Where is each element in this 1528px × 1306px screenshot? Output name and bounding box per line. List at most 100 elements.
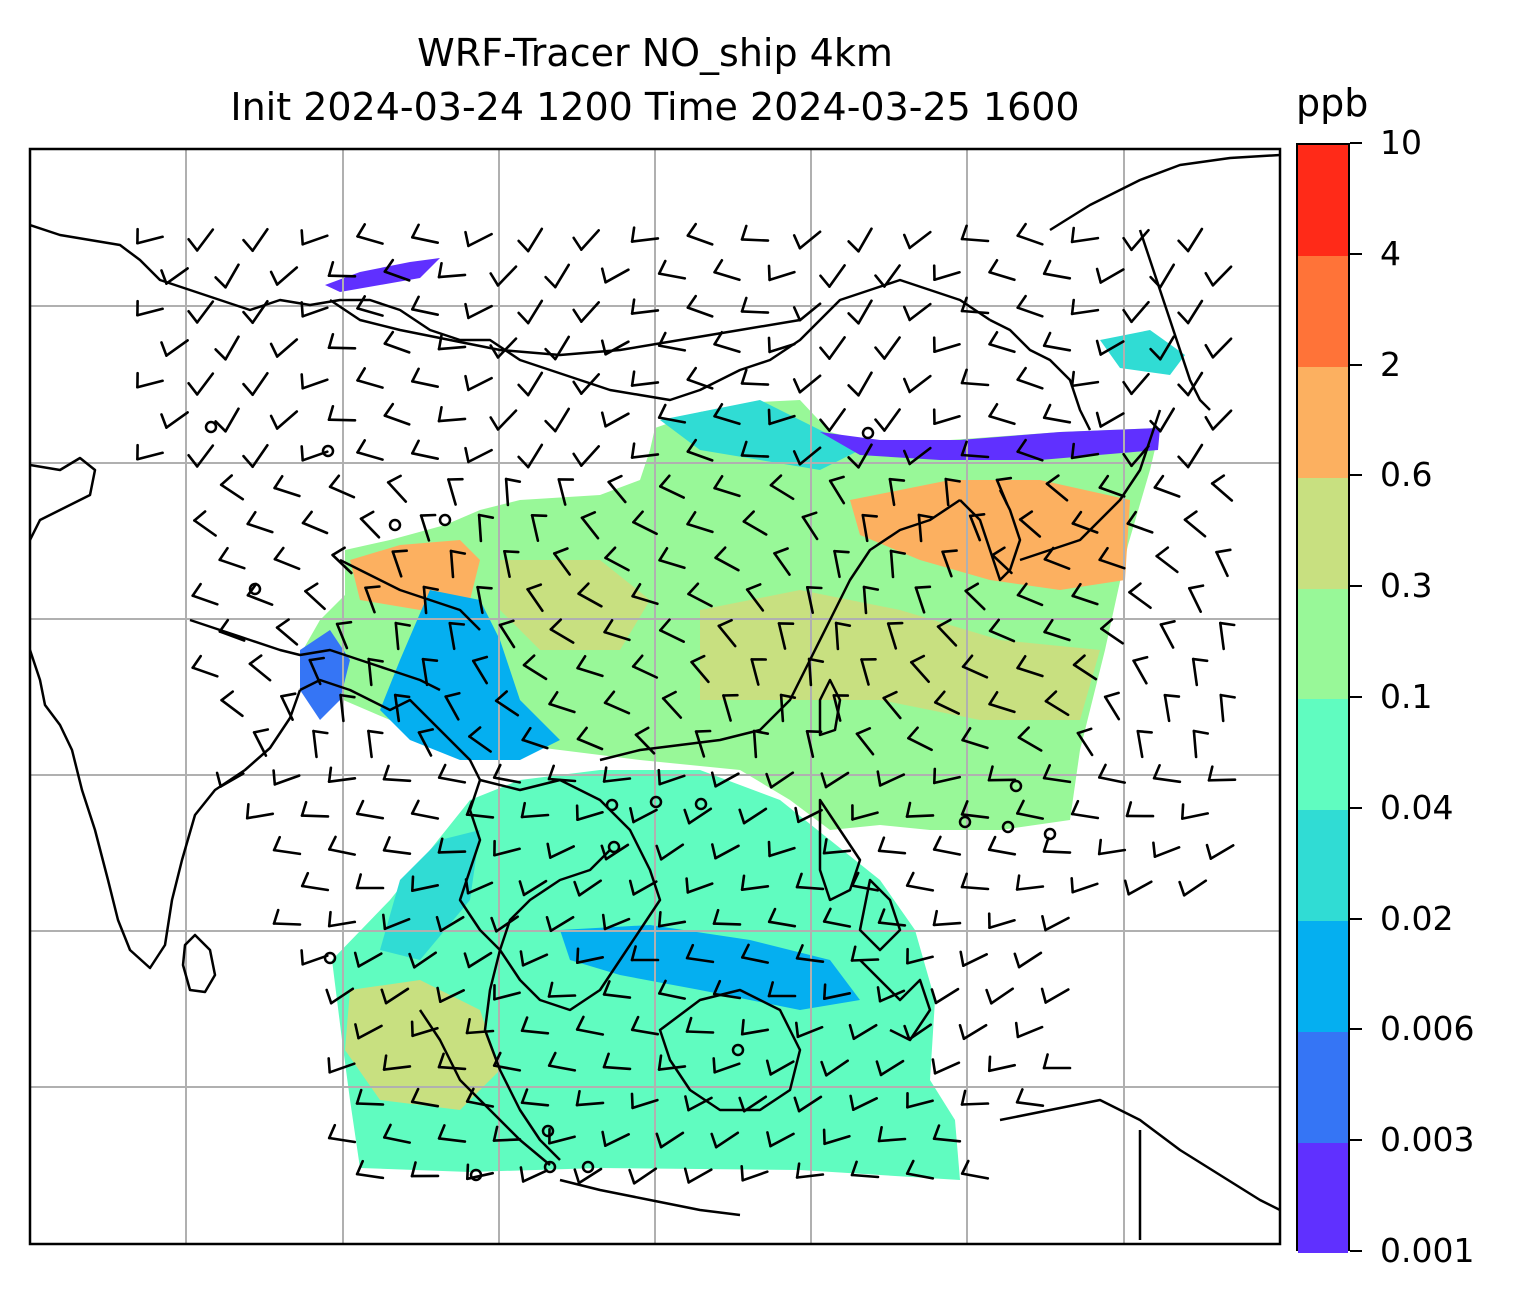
wind-barb-staff — [714, 844, 740, 860]
wind-barb-staff — [1181, 812, 1209, 820]
wind-barb-staff — [383, 917, 411, 931]
wind-barb-staff — [367, 729, 373, 759]
wind-barb-flag — [902, 449, 912, 466]
wind-barb-flag — [187, 381, 199, 396]
wind-barb-staff — [828, 336, 846, 360]
wind-barb-staff — [1159, 407, 1175, 433]
border-mongolia — [329, 298, 801, 357]
wind-barb-flag — [632, 510, 644, 524]
wind-barb-flag — [740, 1165, 745, 1182]
wind-barb-flag — [767, 981, 775, 998]
wind-barb-flag — [795, 1162, 801, 1179]
wind-barb-staff — [632, 808, 658, 824]
wind-barb-flag — [214, 420, 227, 433]
wind-barb-staff — [879, 1059, 905, 1077]
wind-barb-flag — [382, 1054, 388, 1071]
wind-barb-flag — [683, 1167, 691, 1184]
wind-barb-staff — [657, 1065, 687, 1071]
wind-barb-flag — [1014, 1021, 1020, 1039]
wind-barb-flag — [273, 474, 284, 490]
wind-barb-staff — [905, 1172, 935, 1180]
wind-barb-staff — [878, 989, 906, 1003]
colorbar-tick-mark — [1350, 806, 1362, 809]
wind-barb-staff — [327, 920, 357, 928]
wind-barb-flag — [1070, 298, 1075, 316]
wind-barb-flag — [877, 908, 886, 924]
wind-barb-flag — [1204, 415, 1215, 431]
wind-barb-staff — [604, 268, 630, 284]
wind-barb-flag — [339, 693, 356, 699]
wind-barb-staff — [477, 513, 483, 543]
wind-barb-staff — [1016, 450, 1044, 462]
wind-barb-flag — [630, 442, 636, 459]
wind-barb-staff — [631, 665, 659, 679]
wind-barb-flag — [335, 620, 353, 626]
wind-barb-flag — [1123, 879, 1130, 896]
wind-barb-staff — [1183, 518, 1207, 538]
wind-barb-staff — [496, 337, 518, 359]
wind-barb-flag — [712, 908, 720, 925]
wind-barb-staff — [275, 626, 299, 646]
wind-barb-staff — [1015, 1101, 1045, 1107]
wind-barb-flag — [988, 690, 999, 706]
wind-barb-flag — [300, 949, 305, 966]
wind-barb-staff — [768, 342, 796, 354]
wind-barb-staff — [988, 702, 1016, 714]
wind-barb-staff — [1210, 482, 1234, 502]
wind-barb-flag — [875, 1060, 883, 1077]
wind-barb-flag — [242, 454, 254, 469]
wind-barb-flag — [690, 654, 706, 664]
wind-barb-staff — [713, 342, 741, 354]
wind-barb-staff — [631, 1098, 659, 1110]
colorbar-bin — [1298, 255, 1348, 368]
wind-barb-flag — [325, 988, 333, 1005]
wind-barb-flag — [421, 657, 439, 663]
wind-barb-staff — [1044, 916, 1070, 932]
wind-barb-staff — [883, 408, 901, 432]
wind-barb-flag — [769, 474, 783, 487]
wind-barb-flag — [492, 1051, 502, 1067]
wind-barb-flag — [573, 1168, 581, 1185]
wind-barb-staff — [889, 549, 895, 579]
wind-barb-staff — [248, 662, 272, 682]
wind-barb-staff — [467, 304, 493, 320]
wind-barb-staff — [1042, 416, 1072, 424]
wind-barb-staff — [557, 478, 567, 506]
wind-barb-staff — [1211, 409, 1233, 431]
wind-barb-flag — [1149, 347, 1162, 361]
wind-barb-staff — [657, 992, 687, 1000]
wind-barb-flag — [713, 330, 724, 346]
wind-barb-flag — [1016, 366, 1027, 382]
wind-barb-staff — [713, 1062, 741, 1074]
wind-barb-staff — [769, 1060, 795, 1076]
wind-barb-flag — [465, 800, 474, 816]
border-tibet — [189, 618, 441, 692]
wind-barb-staff — [468, 735, 492, 753]
wind-barb-flag — [905, 871, 915, 887]
wind-barb-staff — [714, 1131, 740, 1149]
wind-barb-flag — [382, 764, 390, 781]
wind-barb-staff — [850, 884, 880, 892]
wind-barb-flag — [792, 450, 802, 466]
wind-barb-flag — [382, 1123, 392, 1139]
wind-barb-staff — [301, 521, 329, 535]
wind-barb-staff — [801, 515, 819, 541]
wind-barb-flag — [280, 692, 297, 698]
wind-barb-flag — [874, 274, 886, 288]
wind-barb-flag — [530, 513, 548, 518]
wind-barb-flag — [686, 222, 698, 237]
wind-barb-staff — [779, 693, 785, 723]
wind-barb-staff — [356, 451, 384, 461]
wind-barb-staff — [686, 522, 714, 534]
wind-barb-staff — [300, 884, 330, 892]
wind-barb-flag — [1149, 419, 1162, 433]
wind-barb-flag — [960, 224, 968, 241]
wind-barb-flag — [713, 474, 724, 490]
wind-barb-staff — [686, 234, 714, 246]
wind-barb-staff — [437, 273, 467, 279]
wind-barb-flag — [218, 546, 229, 562]
wind-barb-flag — [958, 1024, 966, 1040]
wind-barb-flag — [519, 1166, 525, 1183]
wind-barb-flag — [740, 874, 746, 892]
wind-barb-staff — [1016, 234, 1044, 246]
